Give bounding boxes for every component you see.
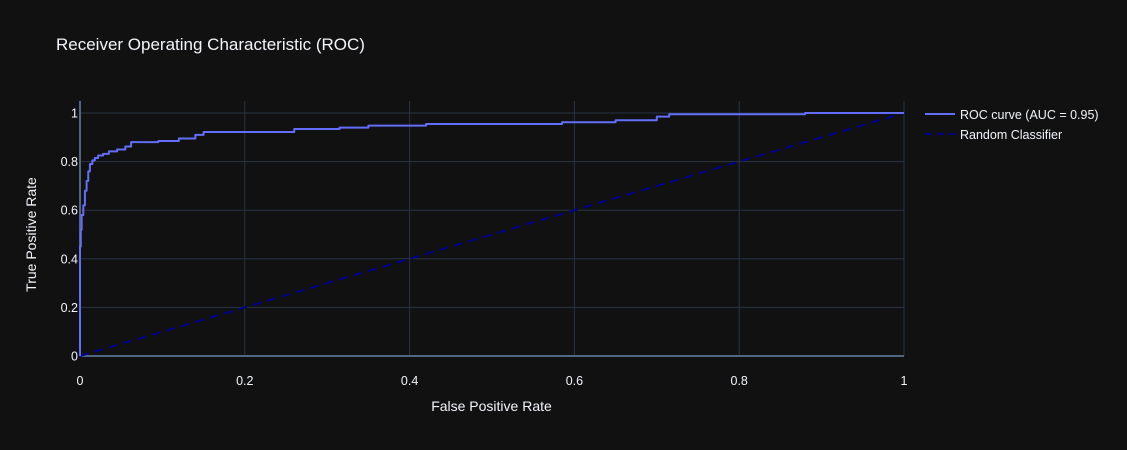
chart-title: Receiver Operating Characteristic (ROC): [56, 35, 365, 54]
x-tick-label: 0.2: [236, 374, 253, 388]
roc-curve-line: [79, 112, 904, 356]
y-tick-label: 0.4: [61, 252, 78, 266]
x-tick-label: 0.6: [566, 374, 583, 388]
x-tick-label: 0: [77, 374, 84, 388]
x-tick-label: 0.8: [731, 374, 748, 388]
y-tick-label: 0: [71, 350, 78, 364]
legend: ROC curve (AUC = 0.95) Random Classifier: [925, 108, 1099, 142]
legend-label-roc: ROC curve (AUC = 0.95): [960, 108, 1099, 122]
legend-item-roc[interactable]: ROC curve (AUC = 0.95): [925, 108, 1099, 122]
x-axis-title: False Positive Rate: [431, 398, 552, 414]
y-axis-title: True Positive Rate: [23, 177, 39, 292]
gridlines: [80, 100, 905, 356]
y-tick-label: 0.8: [61, 155, 78, 169]
random-classifier-line: [79, 112, 905, 357]
axes: 0 0.2 0.4 0.6 0.8 1 0 0.2 0.4 0.6 0.8 1: [61, 100, 908, 388]
series-group: [79, 112, 905, 357]
legend-label-random: Random Classifier: [960, 128, 1062, 142]
x-tick-label: 0.4: [401, 374, 418, 388]
y-tick-label: 0.6: [61, 204, 78, 218]
y-tick-label: 1: [71, 107, 78, 121]
legend-item-random[interactable]: Random Classifier: [925, 128, 1062, 142]
x-tick-label: 1: [901, 374, 908, 388]
y-tick-label: 0.2: [61, 301, 78, 315]
